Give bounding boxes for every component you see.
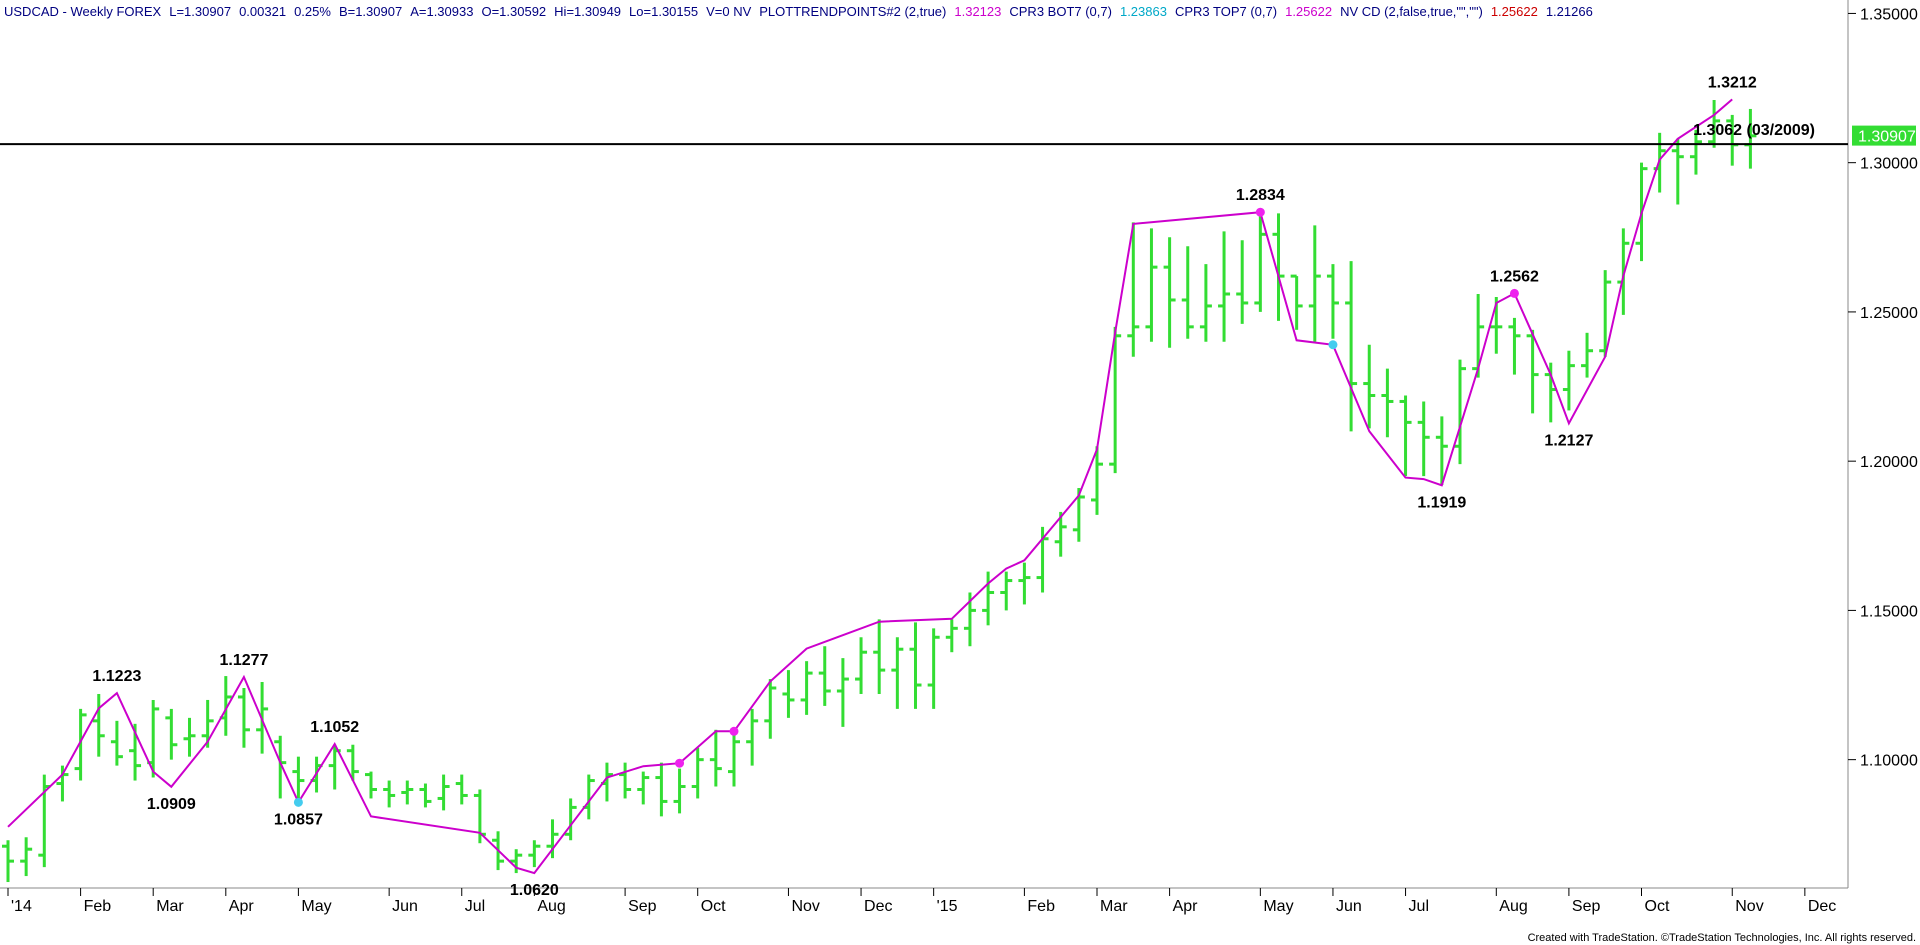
pivot-label: 1.0857 (274, 811, 323, 828)
header-item: Hi=1.30949 (554, 4, 621, 19)
x-tick-label: Dec (864, 898, 892, 915)
pivot-label: 1.1919 (1417, 494, 1466, 511)
y-tick-label: 1.30000 (1860, 156, 1918, 173)
header-item: 1.32123 (954, 4, 1001, 19)
pivot-label: 1.3212 (1708, 74, 1757, 91)
x-tick-label: Apr (1173, 898, 1199, 915)
header-item: A=1.30933 (410, 4, 473, 19)
x-tick-label: Dec (1808, 898, 1836, 915)
header-item: V=0 NV (706, 4, 751, 19)
pivot-label: 1.0909 (147, 796, 196, 813)
x-tick-label: May (1263, 898, 1293, 915)
header-item: 1.23863 (1120, 4, 1167, 19)
x-tick-label: Feb (1027, 898, 1055, 915)
last-price-flag: 1.30907 (1852, 125, 1916, 146)
pivot-label: 1.1223 (92, 668, 141, 685)
resistance-line: 1.3062 (03/2009) (0, 122, 1848, 146)
x-tick-label: Jul (1409, 898, 1429, 915)
x-tick-label: '15 (937, 898, 958, 915)
header-item: USDCAD - Weekly FOREX (4, 4, 162, 19)
header-item: 1.25622 (1285, 4, 1332, 19)
x-tick-label: Sep (1572, 898, 1601, 915)
pivot-label: 1.1052 (310, 719, 359, 736)
x-tick-label: May (301, 898, 331, 915)
x-tick-label: Aug (537, 898, 565, 915)
y-tick-label: 1.25000 (1860, 305, 1918, 322)
last-price-label: 1.30907 (1858, 129, 1916, 146)
pivot-label: 1.2127 (1544, 432, 1593, 449)
header-item: 1.21266 (1546, 4, 1593, 19)
header-item: 0.00321 (239, 4, 286, 19)
pivot-marker (675, 758, 685, 768)
x-tick-label: Nov (1735, 898, 1763, 915)
x-tick-label: Mar (1100, 898, 1128, 915)
x-tick-label: Jun (392, 898, 418, 915)
time-axis: '14 Feb Mar Apr May Jun Jul Aug Sep Oct Nov Dec '15 F… (7, 888, 1836, 915)
header-item: Lo=1.30155 (629, 4, 698, 19)
pivot-label: 1.2834 (1236, 187, 1285, 204)
last-price-box (1852, 125, 1916, 146)
hline-label: 1.3062 (03/2009) (1693, 122, 1815, 139)
y-tick-label: 1.10000 (1860, 753, 1918, 770)
x-tick-label: Oct (1645, 898, 1670, 915)
header-item: NV CD (2,false,true,"","") (1340, 4, 1483, 19)
footer-credit: Created with TradeStation. ©TradeStation… (1528, 932, 1916, 944)
pivot-label: 1.0620 (510, 882, 559, 899)
pivot-label: 1.1277 (219, 652, 268, 669)
y-tick-label: 1.20000 (1860, 454, 1918, 471)
x-tick-label: Oct (701, 898, 726, 915)
pivot-marker (293, 797, 303, 807)
x-tick-label: Jun (1336, 898, 1362, 915)
header-item: O=1.30592 (481, 4, 546, 19)
pivot-marker (1509, 288, 1519, 298)
header-item: CPR3 TOP7 (0,7) (1175, 4, 1277, 19)
y-tick-label: 1.15000 (1860, 603, 1918, 620)
header-item: B=1.30907 (339, 4, 402, 19)
x-tick-label: '14 (11, 898, 32, 915)
x-tick-label: Nov (791, 898, 819, 915)
swing-trend-line (7, 98, 1733, 875)
pivot-markers (293, 207, 1519, 807)
header-item: 0.25% (294, 4, 331, 19)
pivot-marker (1328, 340, 1338, 350)
x-tick-label: Jul (465, 898, 485, 915)
x-tick-label: Feb (84, 898, 112, 915)
y-tick-label: 1.35000 (1860, 6, 1918, 23)
header-item: CPR3 BOT7 (0,7) (1009, 4, 1112, 19)
header-item: L=1.30907 (169, 4, 231, 19)
header-indicators: USDCAD - Weekly FOREX L=1.30907 0.00321 0.2… (4, 4, 1593, 19)
header-item: 1.25622 (1491, 4, 1538, 19)
price-axis: 1.35000 1.30000 1.25000 1.20000 1.15000 1.100… (1848, 6, 1918, 770)
pivot-marker (1255, 207, 1265, 217)
x-tick-label: Sep (628, 898, 657, 915)
pivot-labels: 1.1223 1.0909 1.1277 1.0857 1.1052 1.0620 1.28… (92, 74, 1756, 899)
header-item: PLOTTRENDPOINTS#2 (2,true) (759, 4, 946, 19)
x-tick-label: Mar (156, 898, 184, 915)
swing-line (7, 98, 1733, 875)
x-tick-label: Apr (229, 898, 255, 915)
pivot-label: 1.2562 (1490, 268, 1539, 285)
pivot-marker (729, 726, 739, 736)
x-tick-label: Aug (1499, 898, 1527, 915)
